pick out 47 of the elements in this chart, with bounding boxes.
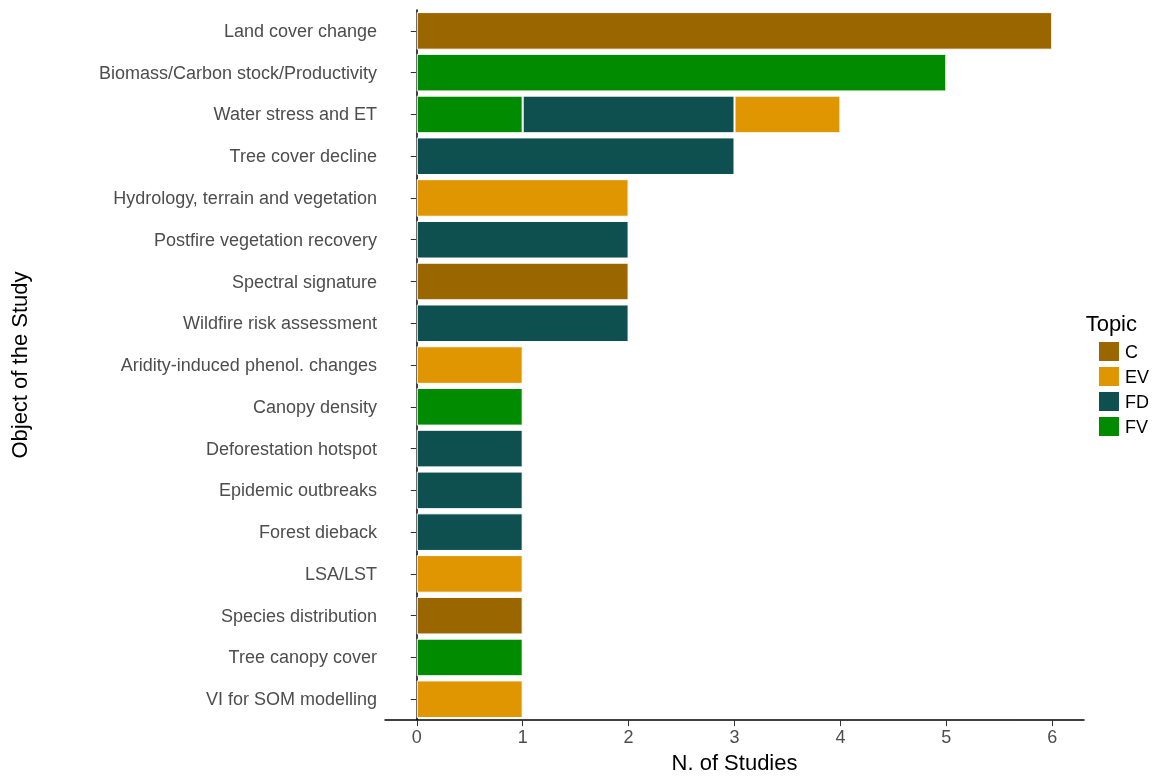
- y-axis-title: Object of the Study: [6, 271, 32, 459]
- y-tick-label: LSA/LST: [304, 563, 377, 584]
- legend-label: EV: [1124, 366, 1149, 387]
- y-tick-label: Postfire vegetation recovery: [153, 229, 377, 250]
- y-tick-label: Wildfire risk assessment: [182, 313, 377, 334]
- bar: [416, 53, 947, 92]
- bar: [416, 680, 523, 719]
- bar: [416, 471, 523, 510]
- x-tick-label: 5: [941, 727, 952, 748]
- bar: [416, 513, 523, 551]
- x-tick-label: 0: [411, 727, 422, 748]
- y-tick-label: Hydrology, terrain and vegetation: [113, 187, 377, 208]
- bar: [416, 304, 629, 343]
- y-tick-label: Deforestation hotspot: [205, 438, 377, 459]
- y-tick-label: VI for SOM modelling: [205, 689, 377, 710]
- bar: [416, 179, 629, 217]
- x-tick-label: 4: [835, 727, 846, 748]
- y-tick-label: Tree canopy cover: [228, 647, 377, 668]
- bar: [416, 220, 629, 259]
- bar: [416, 596, 523, 635]
- y-tick-label: Land cover change: [223, 20, 377, 41]
- bar: [416, 262, 629, 301]
- legend-title: Topic: [1085, 310, 1137, 336]
- y-tick-label: Canopy density: [252, 396, 377, 417]
- bar: [416, 555, 523, 593]
- legend-label: FV: [1124, 416, 1148, 437]
- y-tick-label: Epidemic outbreaks: [218, 480, 377, 501]
- y-tick-label: Forest dieback: [258, 522, 378, 543]
- bar: [416, 137, 735, 175]
- x-tick-label: 1: [517, 727, 528, 748]
- x-tick-label: 2: [623, 727, 634, 748]
- bar: [416, 638, 523, 677]
- bar: [416, 346, 523, 384]
- x-axis-title: N. of Studies: [671, 749, 798, 775]
- legend-label: C: [1124, 341, 1138, 362]
- x-tick-label: 6: [1047, 727, 1058, 748]
- bar: [416, 388, 523, 426]
- y-tick-label: Tree cover decline: [229, 146, 377, 167]
- y-tick-label: Aridity-induced phenol. changes: [120, 355, 377, 376]
- bar: [416, 429, 523, 468]
- y-tick-label: Biomass/Carbon stock/Productivity: [98, 62, 377, 83]
- y-tick-label: Spectral signature: [231, 271, 377, 292]
- x-tick-label: 3: [729, 727, 740, 748]
- y-tick-label: Species distribution: [220, 605, 377, 626]
- bar: [416, 12, 1053, 50]
- legend-label: FD: [1124, 391, 1149, 412]
- y-tick-label: Water stress and ET: [213, 104, 377, 125]
